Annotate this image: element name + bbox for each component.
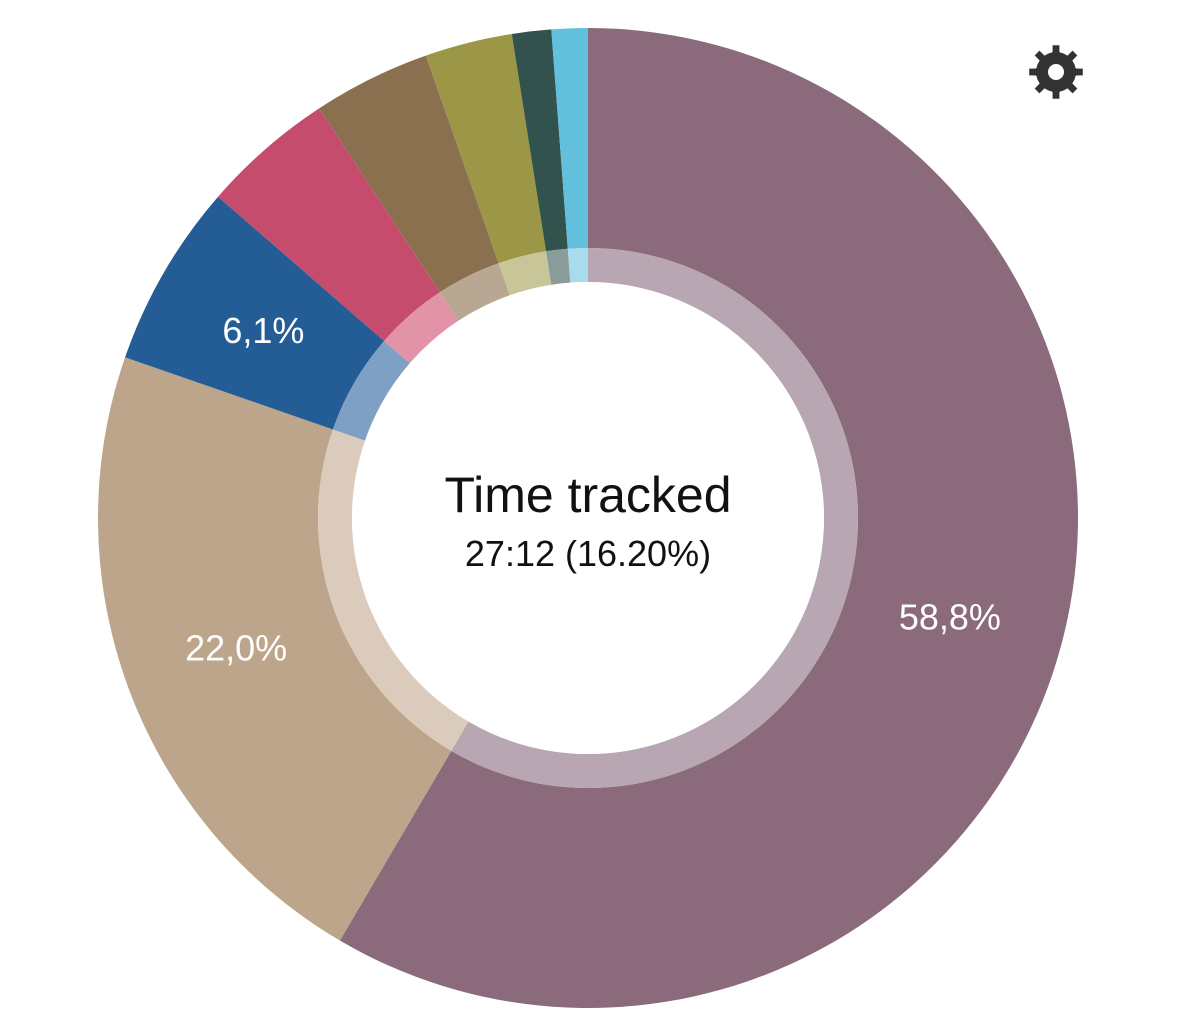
pie-slice[interactable] [125, 196, 385, 430]
slice-label: 58,8% [899, 596, 1001, 637]
pie-slice-inner [439, 263, 510, 321]
pie-slice[interactable] [551, 28, 588, 249]
gear-icon [1029, 45, 1083, 99]
pie-slice[interactable] [319, 55, 499, 293]
pie-slice[interactable] [511, 29, 568, 252]
inner-ring [318, 248, 859, 788]
slice-label: 22,0% [185, 628, 287, 669]
pie-slice-inner [567, 248, 588, 283]
center-subtitle: 27:12 (16.20%) [465, 533, 711, 574]
slice-label: 6,1% [222, 310, 304, 351]
outer-ring [97, 28, 1079, 1008]
pie-slice-inner [384, 292, 459, 364]
pie-slice[interactable] [218, 108, 440, 341]
center-hole [352, 282, 824, 754]
pie-slice-inner [498, 251, 552, 296]
pie-slice-inner [451, 248, 859, 788]
center-title: Time tracked [444, 467, 731, 523]
pie-slice-inner [318, 429, 469, 751]
pie-slice-inner [546, 248, 571, 285]
slice-labels: 58,8% 22,0% 6,1% [185, 310, 1001, 668]
pie-slice-inner [332, 340, 410, 441]
settings-button[interactable] [1024, 40, 1088, 104]
pie-slice[interactable] [339, 28, 1079, 1008]
pie-slice[interactable] [425, 33, 547, 264]
pie-slice[interactable] [97, 357, 452, 941]
